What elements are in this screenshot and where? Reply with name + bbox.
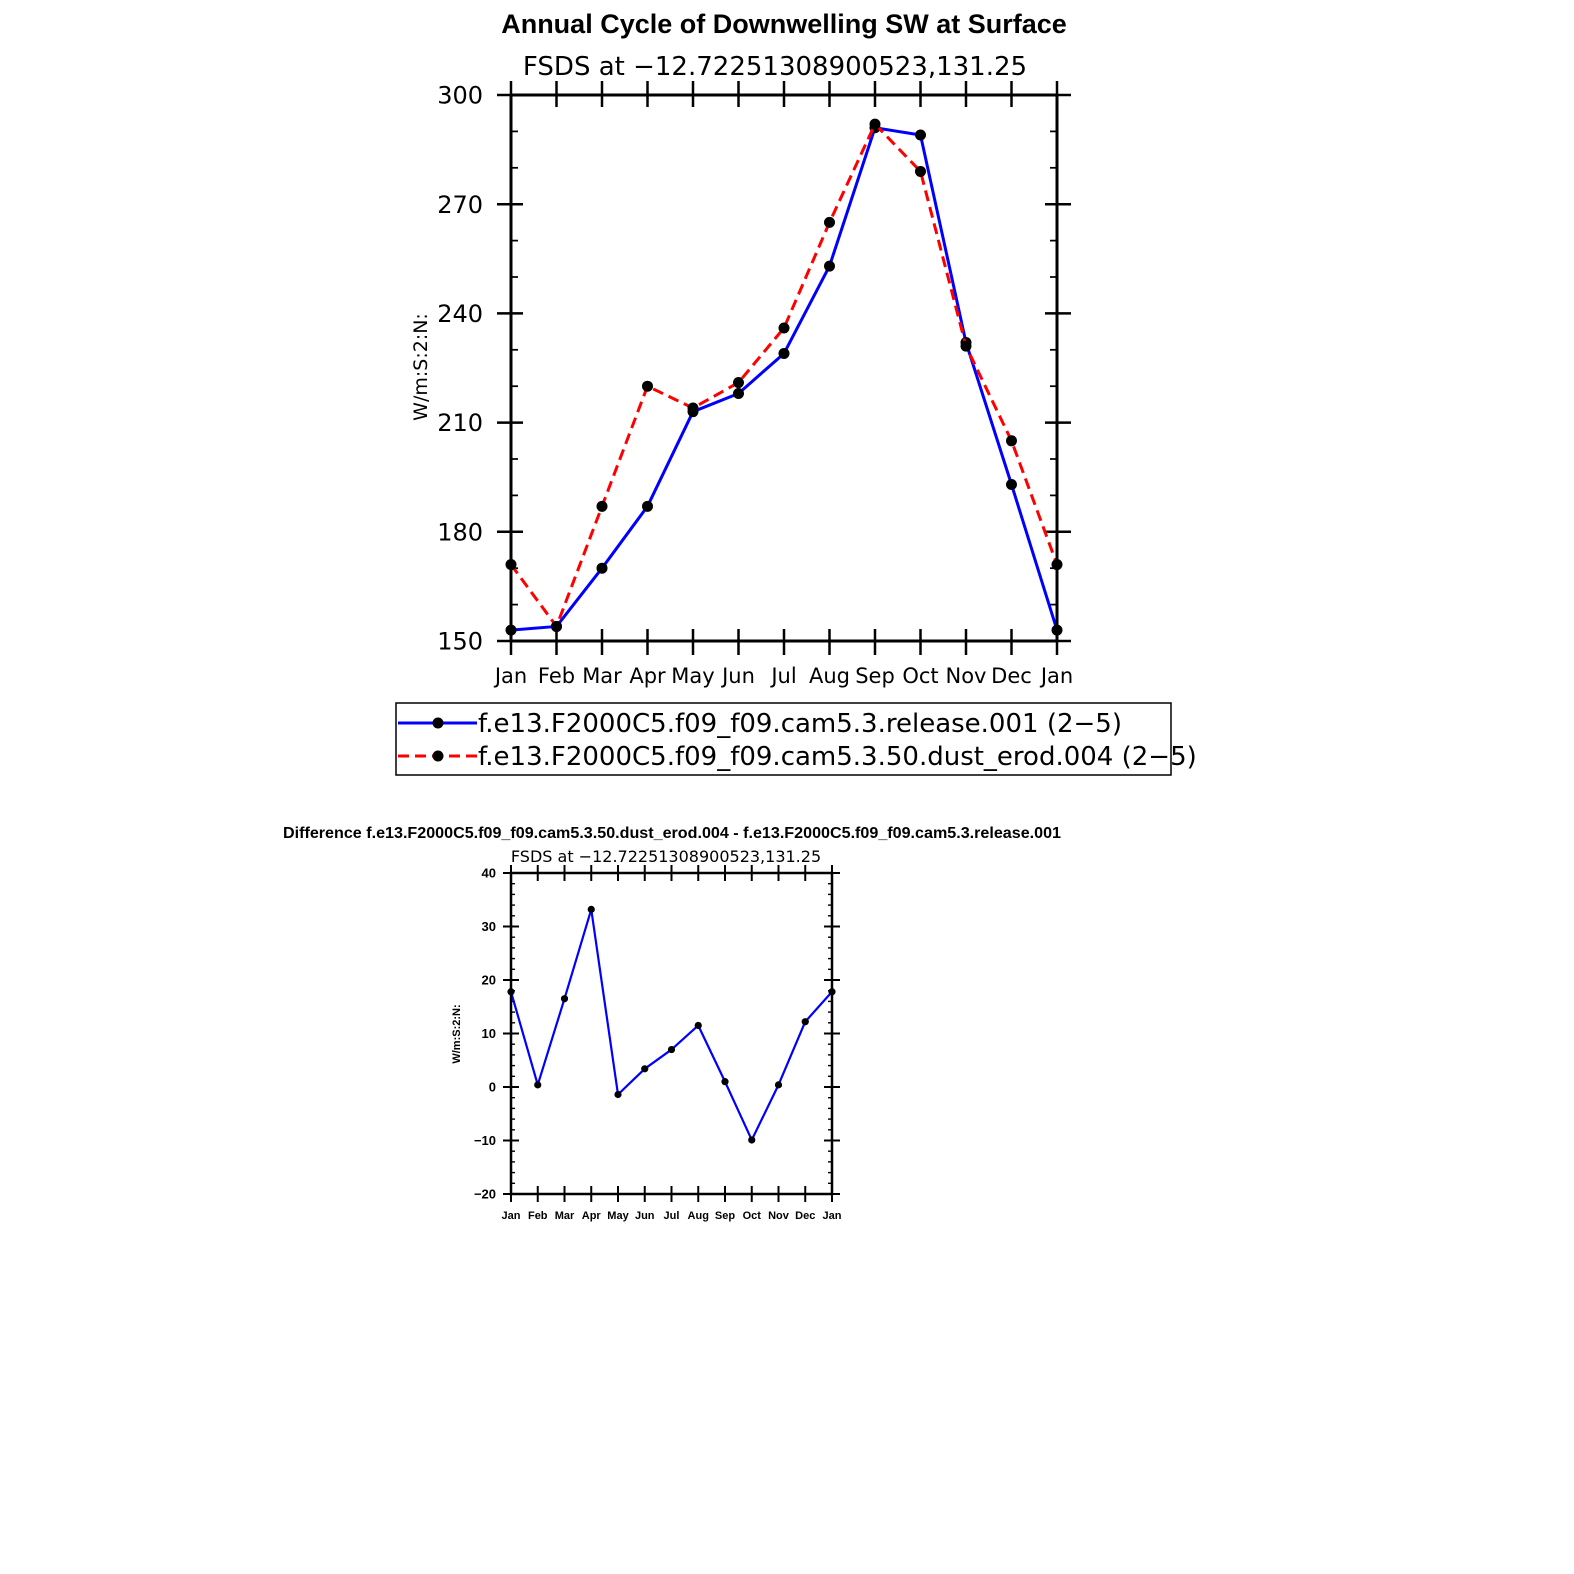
x-tick-label: Jan xyxy=(1039,664,1073,688)
y-tick-label: 10 xyxy=(482,1026,496,1041)
series-1-point xyxy=(915,165,926,177)
x-tick-label: Jul xyxy=(664,1210,680,1222)
chart1-legend: f.e13.F2000C5.f09_f09.cam5.3.release.001… xyxy=(395,702,1197,776)
chart2-series xyxy=(507,905,836,1144)
y-tick-label: −10 xyxy=(474,1133,496,1148)
y-tick-label: 300 xyxy=(437,82,483,110)
x-tick-label: Jun xyxy=(720,664,755,688)
x-tick-label: Nov xyxy=(768,1210,790,1222)
y-tick-label: 0 xyxy=(489,1080,496,1095)
chart2-y-tick-labels: −20 −10 0 10 20 30 40 xyxy=(474,866,496,1202)
chart1-title: Annual Cycle of Downwelling SW at Surfac… xyxy=(501,9,1067,39)
x-tick-label: Mar xyxy=(555,1210,575,1222)
x-tick-label: Aug xyxy=(809,664,850,688)
y-tick-label: 240 xyxy=(437,300,483,328)
series-0-point xyxy=(801,1018,809,1026)
x-tick-label: Nov xyxy=(946,664,987,688)
chart1-x-tick-labels: Jan Feb Mar Apr May Jun Jul Aug Sep Oct Nov Dec Jan xyxy=(493,664,1073,688)
legend-box xyxy=(395,702,1172,776)
y-tick-label: 40 xyxy=(482,866,496,881)
x-tick-label: Dec xyxy=(795,1210,815,1222)
x-tick-label: Feb xyxy=(538,664,575,688)
x-tick-label: Sep xyxy=(855,664,895,688)
x-tick-label: Jun xyxy=(635,1210,655,1222)
annual-cycle-chart: Annual Cycle of Downwelling SW at Surfac… xyxy=(395,9,1197,776)
chart1-plot-frame xyxy=(509,93,1059,643)
x-tick-label: Jan xyxy=(493,664,527,688)
series-1-point xyxy=(960,340,972,352)
series-1-point xyxy=(687,402,699,414)
series-0-point xyxy=(534,1081,542,1089)
y-tick-label: 270 xyxy=(437,191,483,219)
x-tick-label: Apr xyxy=(582,1210,602,1222)
x-tick-label: Apr xyxy=(629,664,666,688)
x-tick-label: Jan xyxy=(502,1210,521,1222)
chart1-subtitle: FSDS at −12.72251308900523,131.25 xyxy=(523,52,1027,82)
chart2-plot-frame xyxy=(509,871,834,1196)
x-tick-label: Feb xyxy=(528,1210,548,1222)
legend-label-release: f.e13.F2000C5.f09_f09.cam5.3.release.001… xyxy=(478,709,1122,739)
x-tick-label: Sep xyxy=(715,1210,735,1222)
series-0-point xyxy=(733,387,744,399)
chart2-ylabel: W/m:S:2:N: xyxy=(451,1004,463,1063)
y-tick-label: 210 xyxy=(437,409,483,437)
x-tick-label: May xyxy=(607,1210,629,1222)
chart1-ylabel: W/m:S:2:N: xyxy=(410,313,432,421)
chart2-title: Difference f.e13.F2000C5.f09_f09.cam5.3.… xyxy=(283,825,1061,842)
series-0-point xyxy=(748,1136,756,1144)
legend-marker-release xyxy=(432,717,444,729)
series-0-point xyxy=(721,1078,729,1086)
y-tick-label: 150 xyxy=(437,628,483,656)
chart2-subtitle: FSDS at −12.72251308900523,131.25 xyxy=(511,847,821,866)
y-tick-label: −20 xyxy=(474,1187,496,1202)
x-tick-label: Dec xyxy=(991,664,1032,688)
difference-chart: Difference f.e13.F2000C5.f09_f09.cam5.3.… xyxy=(283,825,1061,1222)
y-tick-label: 180 xyxy=(437,518,483,546)
legend-label-dust-erod: f.e13.F2000C5.f09_f09.cam5.3.50.dust_ero… xyxy=(478,742,1197,772)
y-tick-label: 20 xyxy=(482,973,496,988)
x-tick-label: Aug xyxy=(688,1210,709,1222)
series-0-point xyxy=(915,129,926,141)
series-0-point xyxy=(614,1090,622,1099)
series-0-point xyxy=(642,500,653,512)
x-tick-label: Oct xyxy=(743,1210,762,1222)
series-1-point xyxy=(596,500,608,512)
x-tick-label: Oct xyxy=(902,664,938,688)
chart2-x-tick-labels: Jan Feb Mar Apr May Jun Jul Aug Sep Oct Nov Dec Jan xyxy=(502,1210,842,1222)
series-0-point xyxy=(560,995,569,1003)
series-1-point xyxy=(1006,435,1017,447)
series-0-point xyxy=(694,1021,702,1030)
series-0-point xyxy=(1006,478,1017,490)
series-0-point xyxy=(587,905,595,913)
series-1-point xyxy=(642,380,653,392)
legend-marker-dust-erod xyxy=(432,750,444,762)
series-0-point xyxy=(824,260,835,272)
series-1-point xyxy=(869,118,881,130)
series-0-point xyxy=(774,1081,783,1089)
series-0-point xyxy=(596,562,608,574)
chart1-series xyxy=(505,118,1063,636)
x-tick-label: Jan xyxy=(823,1210,842,1222)
series-1-point xyxy=(733,377,744,389)
series-0-point xyxy=(778,347,790,359)
x-tick-label: Mar xyxy=(582,664,622,688)
series-1-point xyxy=(551,620,562,632)
series-1-point xyxy=(824,216,835,228)
series-0-point xyxy=(641,1065,649,1073)
series-1-point xyxy=(778,322,790,334)
chart1-y-tick-labels: 150 180 210 240 270 300 xyxy=(437,82,483,656)
x-tick-label: May xyxy=(671,664,714,688)
series-0-point xyxy=(667,1045,676,1054)
y-tick-label: 30 xyxy=(482,919,496,934)
x-tick-label: Jul xyxy=(769,664,796,688)
